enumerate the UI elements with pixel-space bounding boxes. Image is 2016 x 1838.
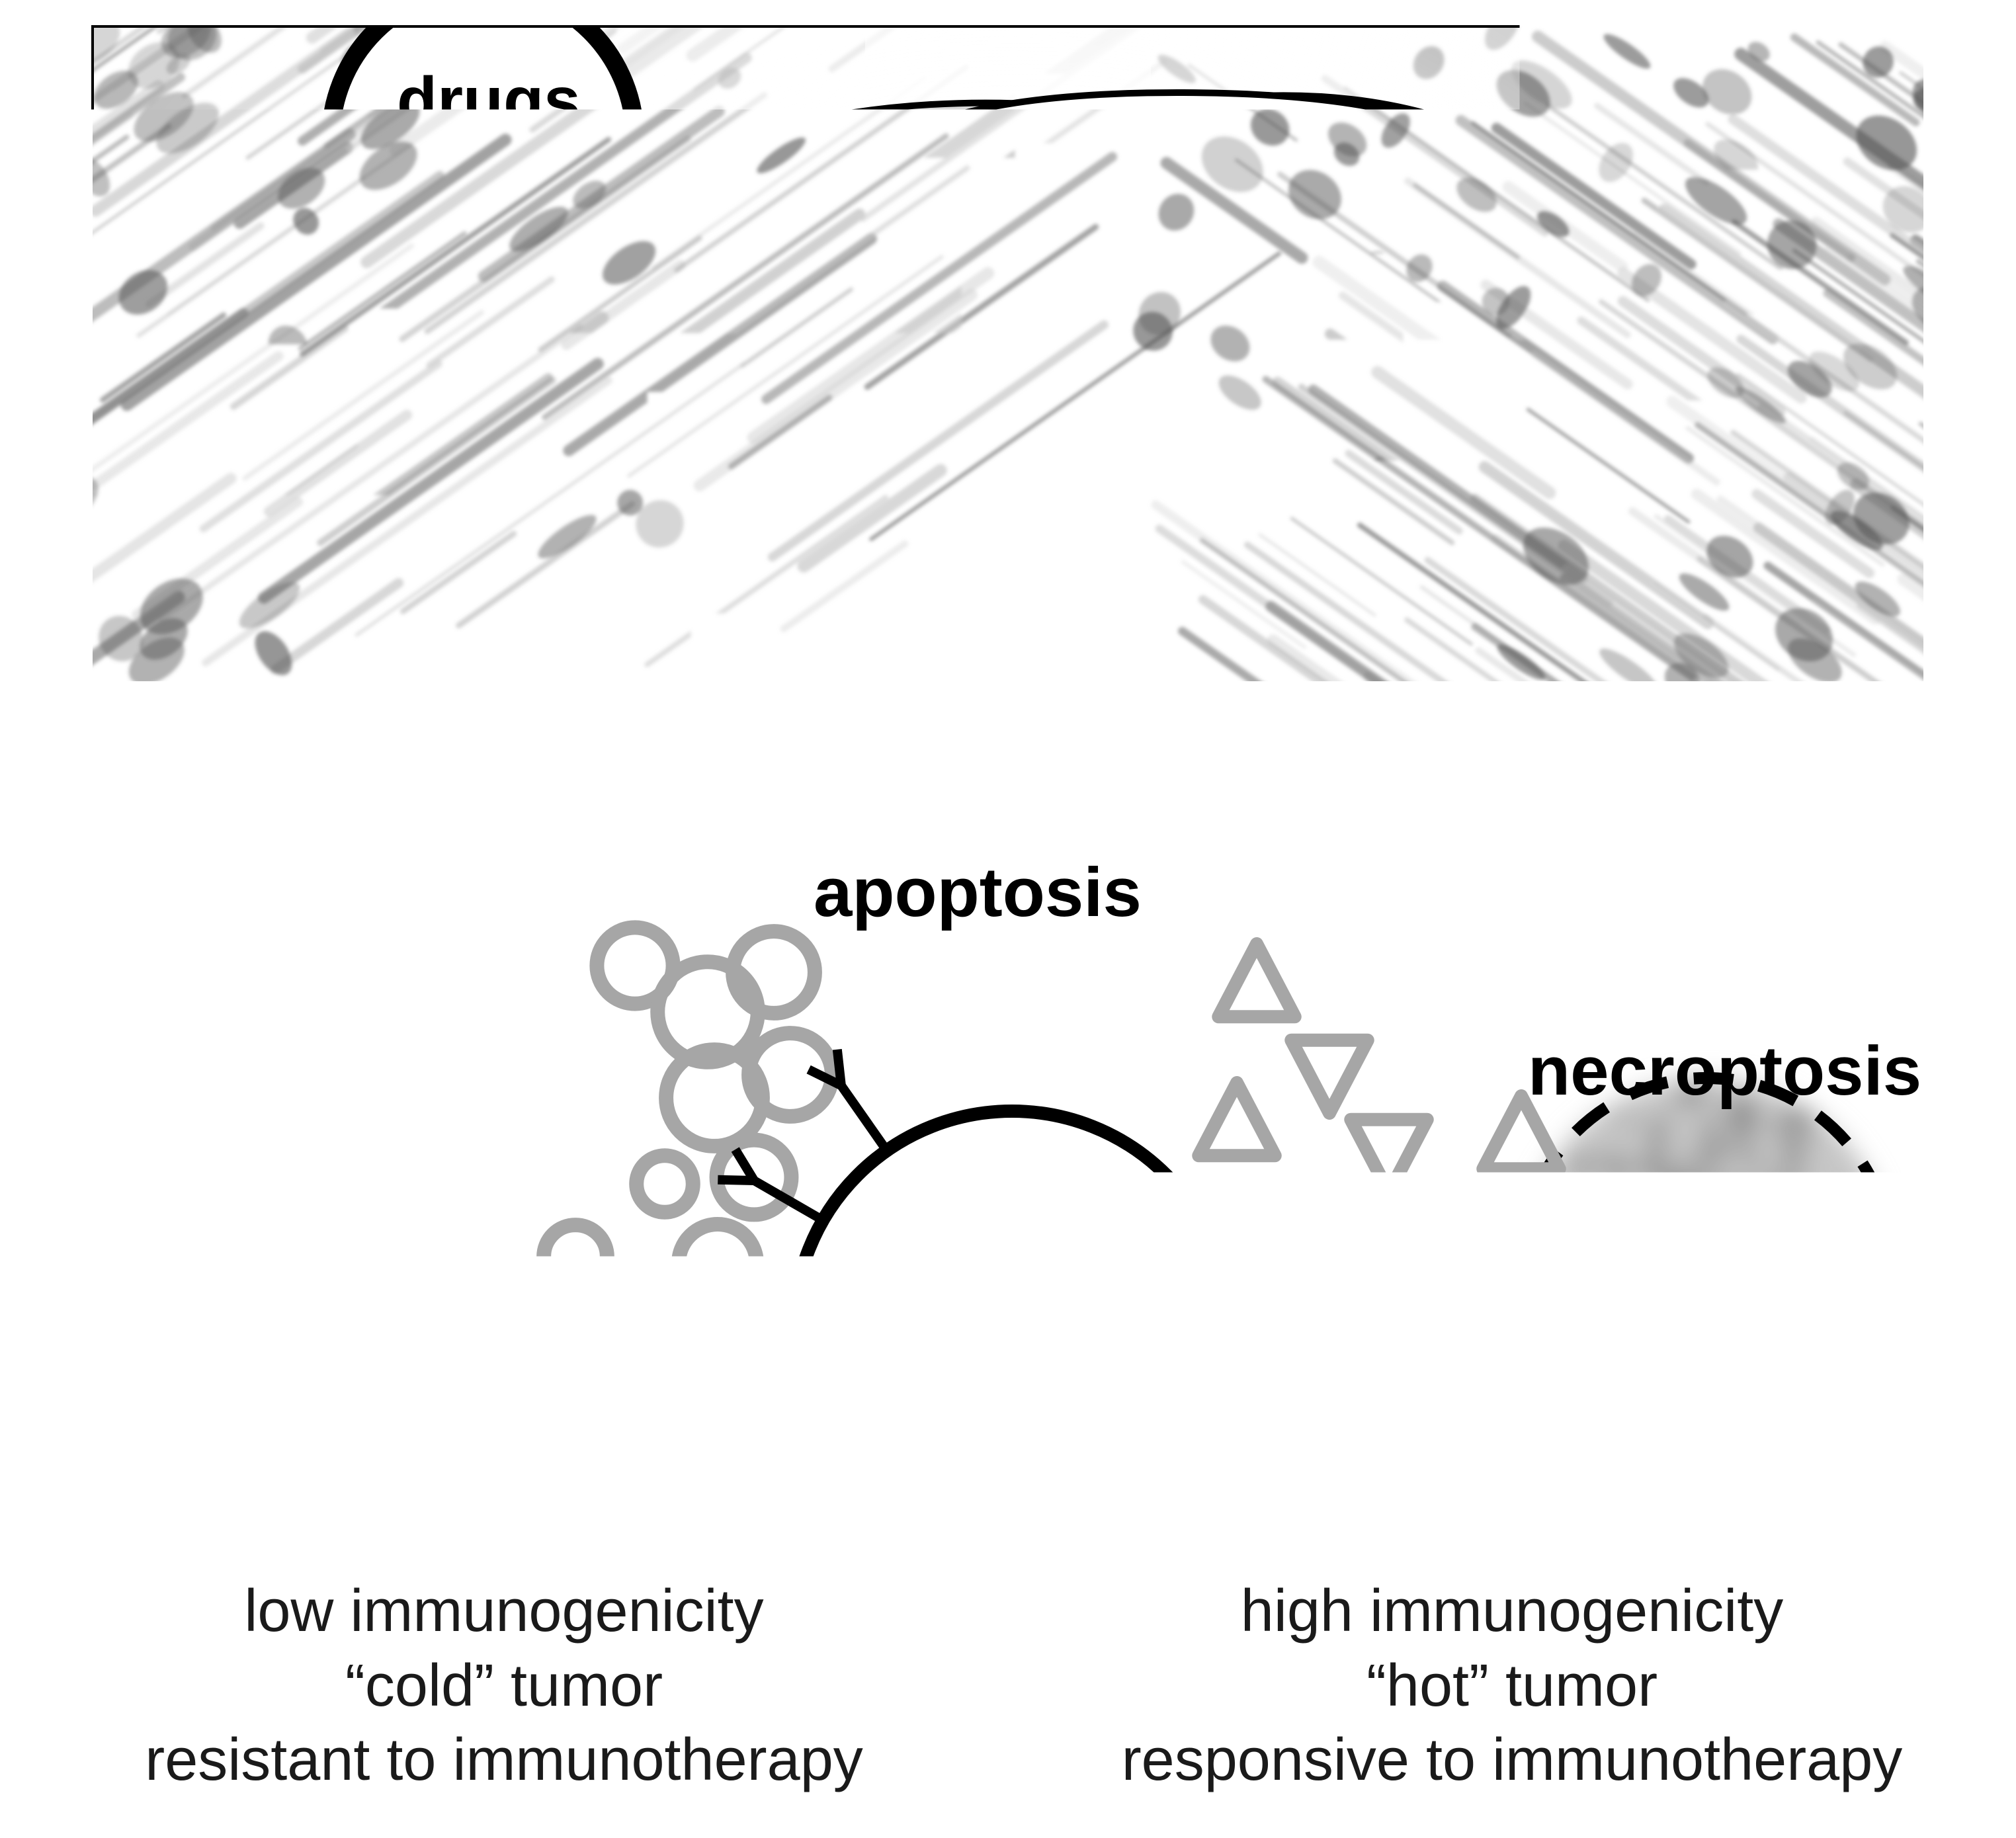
hot-line1: high immunogenicity xyxy=(1241,1578,1783,1644)
hot-tumor-text: high immunogenicity “hot” tumor responsi… xyxy=(1008,1574,2016,1798)
cold-tumor-text: low immunogenicity “cold” tumor resistan… xyxy=(0,1574,1008,1798)
figure-root: drugs, TNF NFκB RelA survival apoptosis … xyxy=(0,0,2016,1838)
hot-line3: responsive to immunotherapy xyxy=(1122,1727,1903,1793)
necroptosis-label: necroptosis xyxy=(1528,1032,1921,1111)
stimulus-label-line2: TNF xyxy=(419,133,547,207)
necroptosis-disc xyxy=(1521,1078,1892,1448)
rela-series-label: RelA xyxy=(1356,476,1499,548)
hot-line2: “hot” tumor xyxy=(1366,1653,1658,1719)
cold-line3: resistant to immunotherapy xyxy=(145,1727,863,1793)
nfkb-axis-label: NFκB xyxy=(1171,387,1239,542)
survival-cell-shape xyxy=(192,1098,610,1323)
stimulus-label: drugs, TNF xyxy=(397,66,569,205)
survival-label: survival xyxy=(241,1032,504,1111)
cold-line2: “cold” tumor xyxy=(345,1653,663,1719)
cold-line1: low immunogenicity xyxy=(244,1578,763,1644)
stimulus-label-line1: drugs, xyxy=(397,63,599,138)
apoptosis-label: apoptosis xyxy=(814,853,1142,933)
down-arrow xyxy=(890,668,1062,840)
